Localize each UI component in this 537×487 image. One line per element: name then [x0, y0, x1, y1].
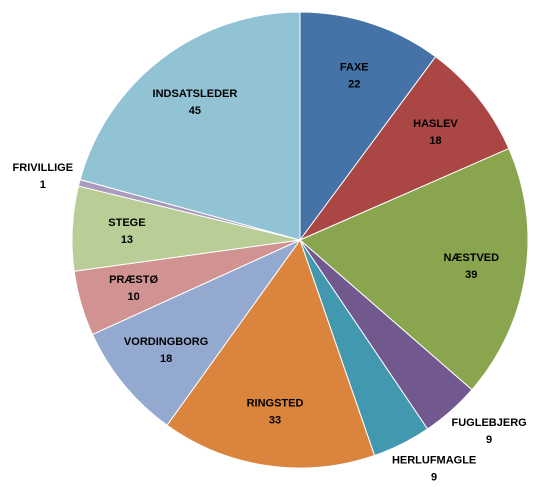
slice-label: RINGSTED [247, 397, 304, 409]
pie-slice [298, 56, 510, 242]
slice-value: 22 [348, 78, 360, 90]
slice-label: INDSATSLEDER [153, 88, 238, 100]
slice-label: VORDINGBORG [124, 336, 208, 348]
slice-value: 18 [429, 135, 441, 147]
slice-label: HERLUFMAGLE [392, 454, 476, 466]
slice-value: 9 [431, 471, 437, 483]
slice-value: 45 [189, 105, 201, 117]
pie-slice [299, 11, 437, 242]
pie-slice [79, 11, 301, 241]
slice-value: 9 [486, 434, 492, 446]
slice-label: FUGLEBJERG [452, 417, 527, 429]
slice-label: FAXE [340, 61, 369, 73]
pie-slice [166, 238, 376, 469]
slice-label: NÆSTVED [443, 252, 499, 264]
slice-value: 13 [121, 234, 133, 246]
slice-label: STEGE [108, 217, 145, 229]
slice-label: FRIVILLIGE [13, 162, 74, 174]
slice-label: HASLEV [413, 118, 458, 130]
slice-value: 18 [160, 353, 172, 365]
slice-label: PRÆSTØ [109, 274, 158, 286]
slice-value: 39 [465, 269, 477, 281]
pie-slice [91, 238, 302, 426]
slice-value: 33 [269, 414, 281, 426]
pie-slice [299, 147, 529, 391]
slice-value: 10 [127, 291, 139, 303]
slice-value: 1 [40, 179, 46, 191]
